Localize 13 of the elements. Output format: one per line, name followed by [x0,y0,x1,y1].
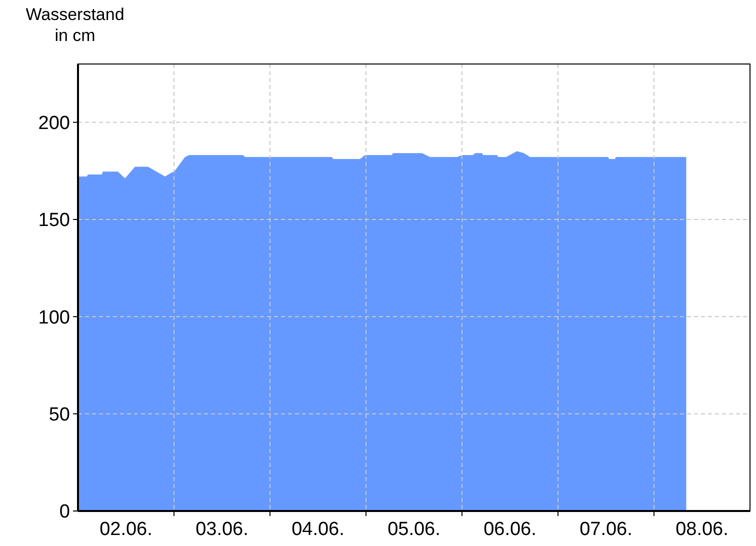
y-tick-label: 200 [38,112,70,134]
y-axis-title: Wasserstand in cm [26,5,124,45]
x-tick-label: 02.06. [100,519,152,540]
y-tick-label: 0 [59,502,70,523]
x-tick-label: 06.06. [484,519,536,540]
y-tick-label: 50 [48,404,70,426]
x-tick-label: 07.06. [580,519,632,540]
y-tick-label: 100 [38,307,70,328]
x-tick-label: 04.06. [292,519,344,540]
y-tick-label: 150 [38,210,70,232]
x-tick-label: 05.06. [388,519,440,540]
x-tick-label: 08.06. [676,519,728,540]
x-tick-label: 03.06. [196,519,248,540]
